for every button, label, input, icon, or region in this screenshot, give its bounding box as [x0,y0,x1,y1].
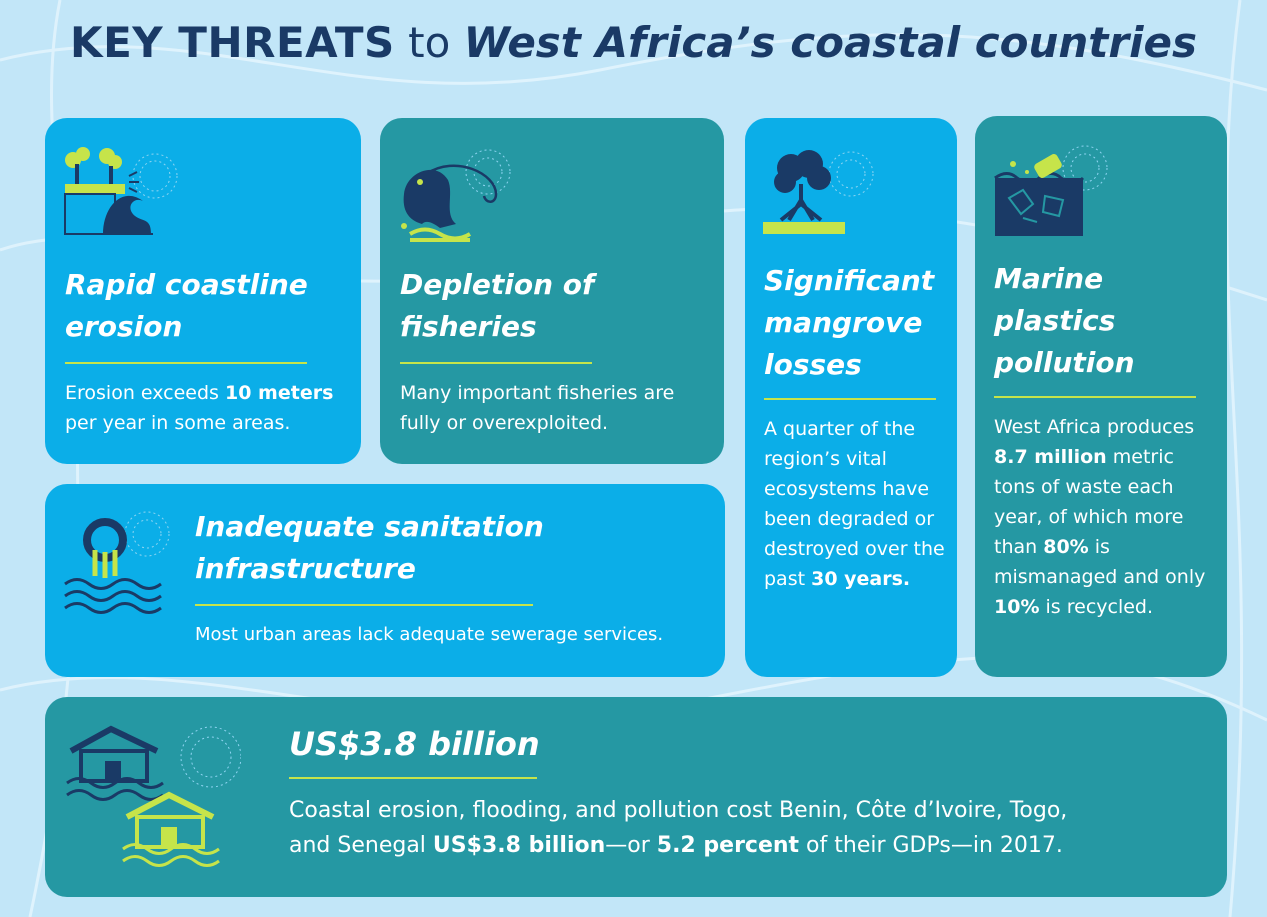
mangrove-tree-icon [763,150,874,234]
erosion-description: Erosion exceeds 10 meters per year in so… [65,382,334,434]
cost-description-line-1: Coastal erosion, flooding, and pollution… [289,798,1068,823]
fisheries-heading: Depletion of fisheries [400,268,595,343]
title-region: West Africa’s coastal countries [463,18,1197,67]
fisheries-description: Many important fisheries are fully or ov… [400,382,675,434]
title-to: to [408,18,451,67]
page-title: KEY THREATS to West Africa’s coastal cou… [0,14,1267,72]
fish-hook-icon [401,149,511,242]
coastline-erosion-icon [64,147,178,235]
card-economic-cost: US$3.8 billion Coastal erosion, flooding… [45,697,1227,897]
sanitation-divider [195,604,533,606]
cost-heading: US$3.8 billion [289,725,540,763]
erosion-heading: Rapid coastline erosion [65,268,308,343]
sanitation-description: Most urban areas lack adequate sewerage … [195,624,664,645]
plastic-bottle-sea-icon [994,145,1108,236]
fisheries-divider [400,362,592,364]
mangrove-divider [764,398,936,400]
card-fisheries: Depletion of fisheries Many important fi… [380,118,724,464]
card-sanitation: Inadequate sanitation infrastructure Mos… [45,484,725,677]
erosion-divider [65,362,307,364]
sanitation-heading: Inadequate sanitation infrastructure [195,510,544,585]
sewage-pipe-icon [64,511,170,614]
card-plastics: Marine plastics pollution West Africa pr… [975,116,1227,677]
cost-description-line-2: and Senegal US$3.8 billion—or 5.2 percen… [289,833,1063,858]
plastics-heading: Marine plastics pollution [994,262,1135,379]
mangrove-description: A quarter of the region’s vital ecosyste… [764,418,945,590]
cost-divider [289,777,537,779]
cost-description: Coastal erosion, flooding, and pollution… [289,793,1209,863]
plastics-description: West Africa produces 8.7 million metric … [994,416,1206,618]
card-mangrove: Significant mangrove losses A quarter of… [745,118,957,677]
card-coastline-erosion: Rapid coastline erosion Erosion exceeds … [45,118,361,464]
flooded-houses-icon [66,725,241,867]
plastics-divider [994,396,1196,398]
title-key-threats: KEY THREATS [70,18,395,67]
mangrove-heading: Significant mangrove losses [764,264,935,381]
